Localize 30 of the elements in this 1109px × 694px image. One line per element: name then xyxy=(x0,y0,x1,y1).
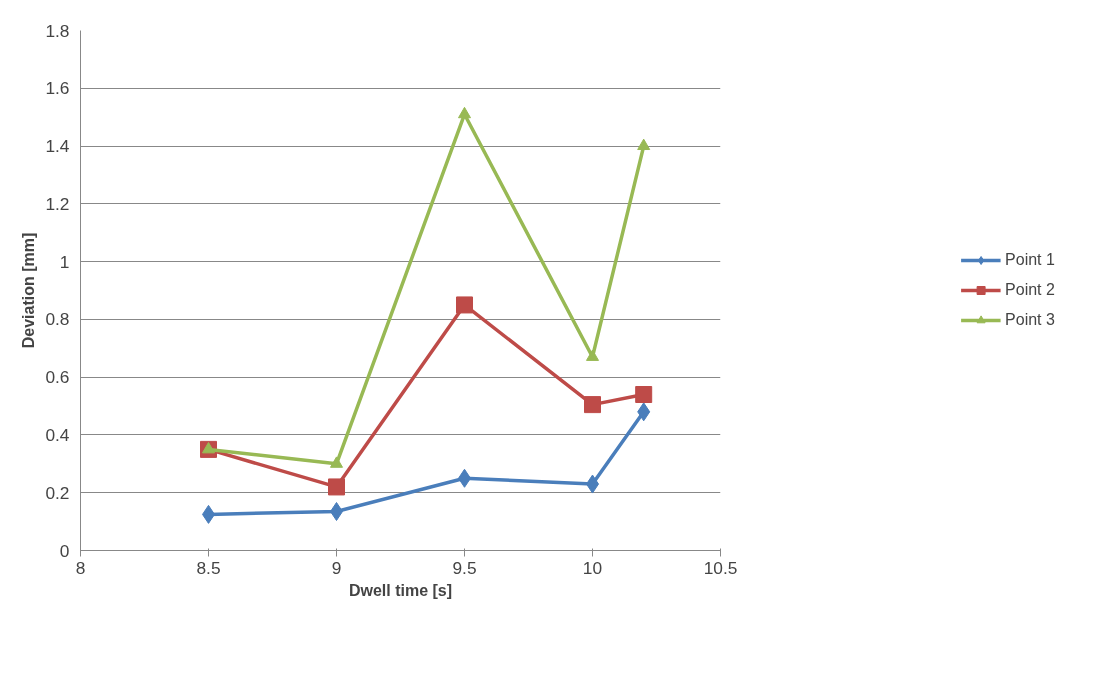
point xyxy=(586,349,599,361)
y-tick-label: 1.6 xyxy=(45,78,70,99)
point xyxy=(458,106,471,119)
x-tick-label: 9 xyxy=(331,557,342,578)
legend-label: Point 1 xyxy=(1005,251,1055,269)
y-tick-label: 0.4 xyxy=(45,424,70,445)
y-tick-label: 0.2 xyxy=(45,482,70,503)
x-tick-label: 10 xyxy=(582,557,603,578)
point xyxy=(584,396,601,414)
y-tick-label: 1.4 xyxy=(45,136,70,157)
point xyxy=(635,386,653,403)
legend-label: Point 3 xyxy=(1005,311,1055,329)
y-tick-label: 0 xyxy=(59,540,70,561)
x-tick-label: 8 xyxy=(75,557,86,578)
x-axis-title: Dwell time [s] xyxy=(348,581,453,599)
point xyxy=(330,456,343,468)
x-tick-label: 10.5 xyxy=(703,557,738,578)
y-tick-label: 1.8 xyxy=(45,20,70,41)
y-tick-label: 0.6 xyxy=(45,367,70,388)
y-tick-label: 0.8 xyxy=(45,309,70,330)
y-tick-label: 1.2 xyxy=(45,193,70,214)
point xyxy=(328,478,345,496)
legend-label: Point 2 xyxy=(1005,281,1055,299)
y-axis-title: Deviation [mm] xyxy=(20,232,38,349)
y-tick-label: 1 xyxy=(59,251,70,272)
x-tick-label: 8.5 xyxy=(196,557,221,578)
x-tick-label: 9.5 xyxy=(452,557,477,578)
point xyxy=(456,296,473,314)
point xyxy=(637,138,651,151)
point xyxy=(637,402,651,422)
